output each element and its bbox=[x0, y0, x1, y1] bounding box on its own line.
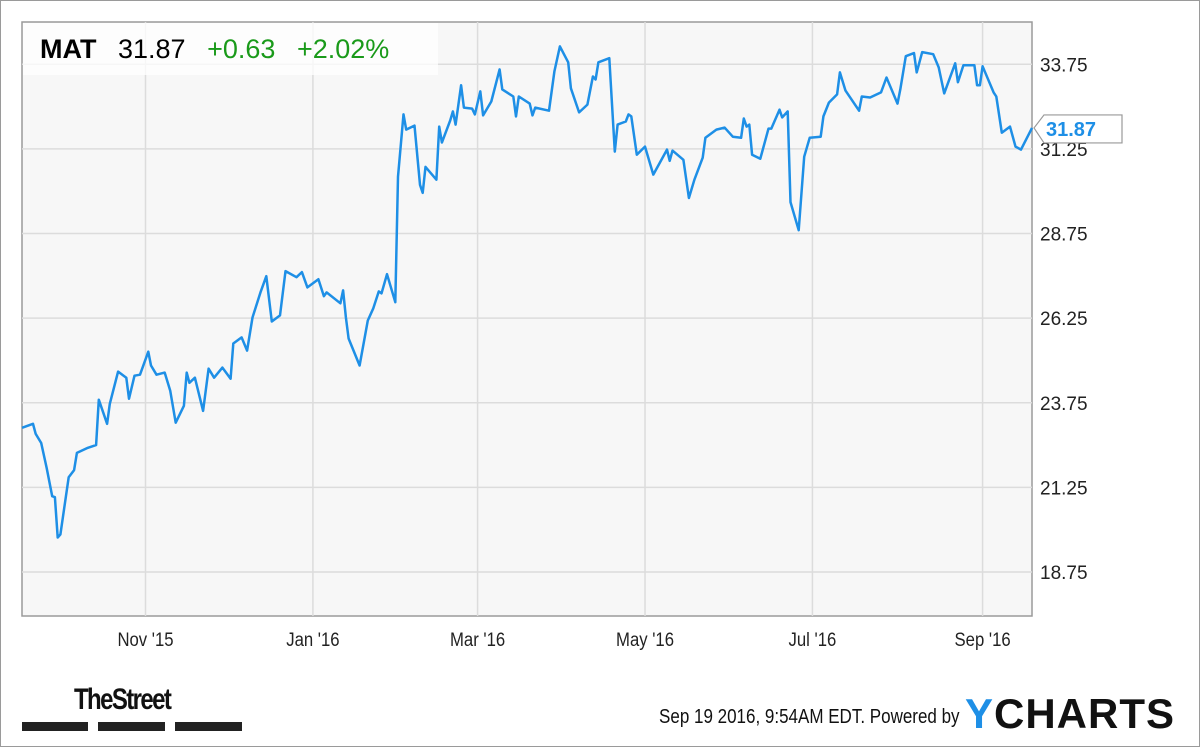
y-tick-label: 23.75 bbox=[1040, 394, 1088, 415]
last-value-callout: 31.87 bbox=[1033, 114, 1123, 144]
x-tick-label: May '16 bbox=[616, 629, 674, 650]
y-tick-label: 28.75 bbox=[1040, 225, 1088, 246]
y-tick-label: 21.25 bbox=[1040, 478, 1088, 499]
price-change: +0.63 bbox=[207, 34, 276, 64]
x-axis: Nov '15 Jan '16 Mar '16 May '16 Jul '16 Sep '… bbox=[117, 629, 1010, 650]
last-price: 31.87 bbox=[118, 34, 186, 64]
logo-bar bbox=[22, 722, 88, 731]
price-line bbox=[21, 45, 1034, 539]
x-tick-label: Sep '16 bbox=[955, 629, 1011, 650]
y-tick-label: 18.75 bbox=[1040, 563, 1088, 584]
y-axis: 18.75 21.25 23.75 26.25 28.75 31.25 33.75 bbox=[1040, 55, 1088, 584]
x-tick-label: Jul '16 bbox=[789, 629, 837, 650]
plot-area bbox=[21, 21, 1033, 617]
y-tick-label: 26.25 bbox=[1040, 309, 1088, 330]
timestamp-text: Sep 19 2016, 9:54AM EDT. Powered by bbox=[659, 706, 960, 728]
logo-bar bbox=[98, 722, 165, 731]
grid bbox=[22, 22, 1032, 616]
thestreet-logo: TheStreet bbox=[74, 683, 172, 716]
x-tick-label: Jan '16 bbox=[286, 629, 339, 650]
logo-bar bbox=[175, 722, 242, 731]
last-value-label: 31.87 bbox=[1046, 119, 1096, 141]
ycharts-logo: YCHARTS bbox=[965, 690, 1176, 737]
x-tick-label: Nov '15 bbox=[117, 629, 173, 650]
ticker-symbol: MAT bbox=[40, 34, 97, 64]
quote-header: MAT 31.87 +0.63 +2.02% bbox=[23, 23, 438, 75]
price-change-percent: +2.02% bbox=[296, 34, 390, 64]
x-tick-label: Mar '16 bbox=[450, 629, 505, 650]
y-tick-label: 31.25 bbox=[1040, 140, 1088, 161]
y-tick-label: 33.75 bbox=[1040, 55, 1088, 76]
